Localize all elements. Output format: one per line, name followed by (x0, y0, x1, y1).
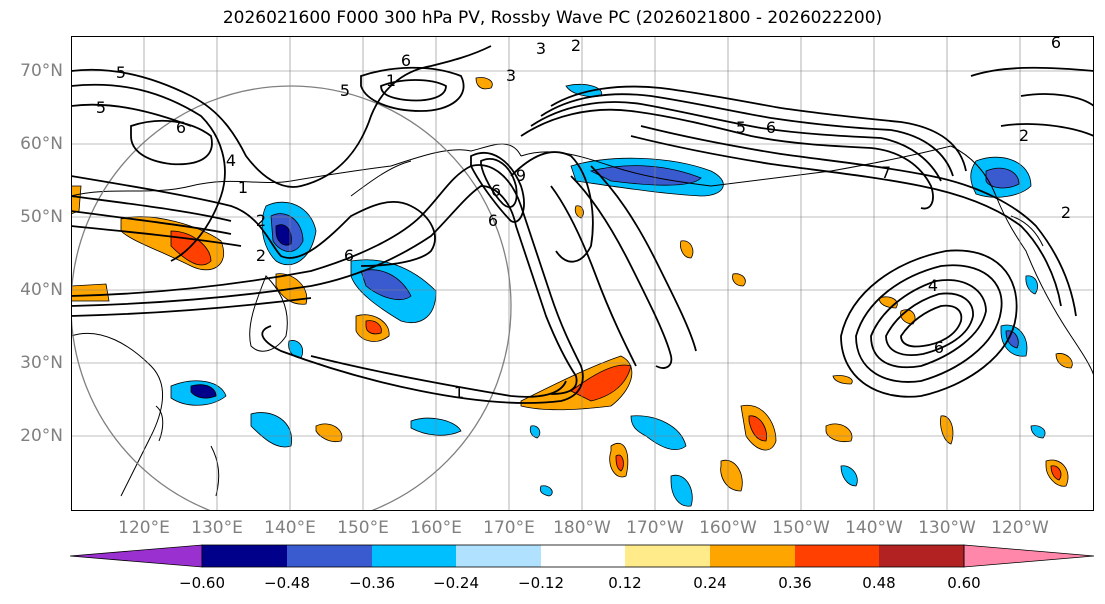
colorbar-segment (879, 545, 964, 567)
colorbar-tick-label: 0.60 (947, 574, 981, 592)
contour-label: 6 (344, 246, 354, 265)
lon-label: 170°W (626, 518, 684, 538)
lon-label: 180°W (553, 518, 611, 538)
map-title: 2026021600 F000 300 hPa PV, Rossby Wave … (222, 8, 883, 28)
colorbar-segment (625, 545, 710, 567)
colorbar-tick-label: 0.24 (693, 574, 727, 592)
lon-label: 150°E (337, 518, 389, 538)
coastlines (71, 143, 1094, 497)
colorbar-tick-label: −0.24 (433, 574, 479, 592)
lon-label: 130°W (918, 518, 976, 538)
contour-label: 5 (736, 118, 746, 137)
lon-label: 120°E (118, 518, 170, 538)
contour-label: 1 (386, 71, 396, 90)
colorbar-segment (795, 545, 879, 567)
map-frame (71, 36, 1094, 511)
contour-label: 6 (766, 118, 776, 137)
colorbar-tick-label: −0.12 (518, 574, 564, 592)
colorbar-segment (710, 545, 795, 567)
reference-circle (71, 85, 512, 511)
colorbar-tick-label: 0.48 (862, 574, 896, 592)
colorbar-segment (541, 545, 625, 567)
pv-map: 5 5 6 6 1 3 2 6 4 5 6 7 6 4 1 2 6 5 2 2 … (71, 36, 1094, 511)
contour-label: 6 (176, 118, 186, 137)
contour-label: 5 (340, 81, 350, 100)
lat-label: 60°N (20, 134, 63, 154)
colorbar-segment (372, 545, 456, 567)
lat-label: 40°N (20, 280, 63, 300)
colorbar (70, 544, 1095, 568)
colorbar-tick-label: 0.12 (608, 574, 642, 592)
contour-label: 3 (536, 39, 546, 58)
lon-label: 140°W (845, 518, 903, 538)
contour-label: 6 (491, 181, 501, 200)
contour-label: 1 (454, 383, 464, 402)
colorbar-tick-label: 0.36 (778, 574, 812, 592)
contour-label: 7 (881, 163, 891, 182)
colorbar-tick-label: −0.48 (264, 574, 310, 592)
contour-label: 6 (401, 51, 411, 70)
contour-label: 2 (1061, 203, 1071, 222)
colorbar-extend-min (70, 544, 203, 568)
colorbar-segment (287, 545, 372, 567)
pv-contours (71, 45, 1094, 404)
map-background (71, 36, 1094, 511)
contour-label: 3 (506, 66, 516, 85)
lon-label: 160°E (410, 518, 462, 538)
lat-label: 70°N (20, 61, 63, 81)
contour-label: 6 (934, 338, 944, 357)
lon-label: 130°E (191, 518, 243, 538)
negative-anomaly-shading (170, 83, 1046, 507)
lon-label: 140°E (264, 518, 316, 538)
contour-label: 5 (116, 63, 126, 82)
contour-label: 2 (256, 211, 266, 230)
lon-label: 160°W (699, 518, 757, 538)
colorbar-tick-label: −0.36 (349, 574, 395, 592)
colorbar-segment (202, 545, 287, 567)
lon-label: 150°W (772, 518, 830, 538)
lon-label: 170°E (483, 518, 535, 538)
lat-label: 20°N (20, 426, 63, 446)
lat-label: 50°N (20, 207, 63, 227)
contour-label: 6 (1051, 36, 1061, 52)
contour-label: 2 (571, 36, 581, 55)
colorbar-frame (201, 544, 965, 568)
colorbar-segment (456, 545, 541, 567)
contour-label: 4 (928, 276, 938, 295)
lon-label: 120°W (991, 518, 1049, 538)
contour-label: 4 (226, 151, 236, 170)
contour-label: 2 (1019, 126, 1029, 145)
colorbar-extend-max (963, 544, 1095, 568)
contour-label: 9 (516, 166, 526, 185)
contour-label: 1 (238, 178, 248, 197)
contour-label-group: 5 5 6 6 1 3 2 6 4 5 6 7 6 4 1 2 6 5 2 2 … (96, 36, 1071, 402)
lat-label: 30°N (20, 353, 63, 373)
contour-label: 5 (96, 98, 106, 117)
colorbar-tick-label: −0.60 (179, 574, 225, 592)
contour-label: 2 (256, 246, 266, 265)
contour-label: 6 (488, 211, 498, 230)
